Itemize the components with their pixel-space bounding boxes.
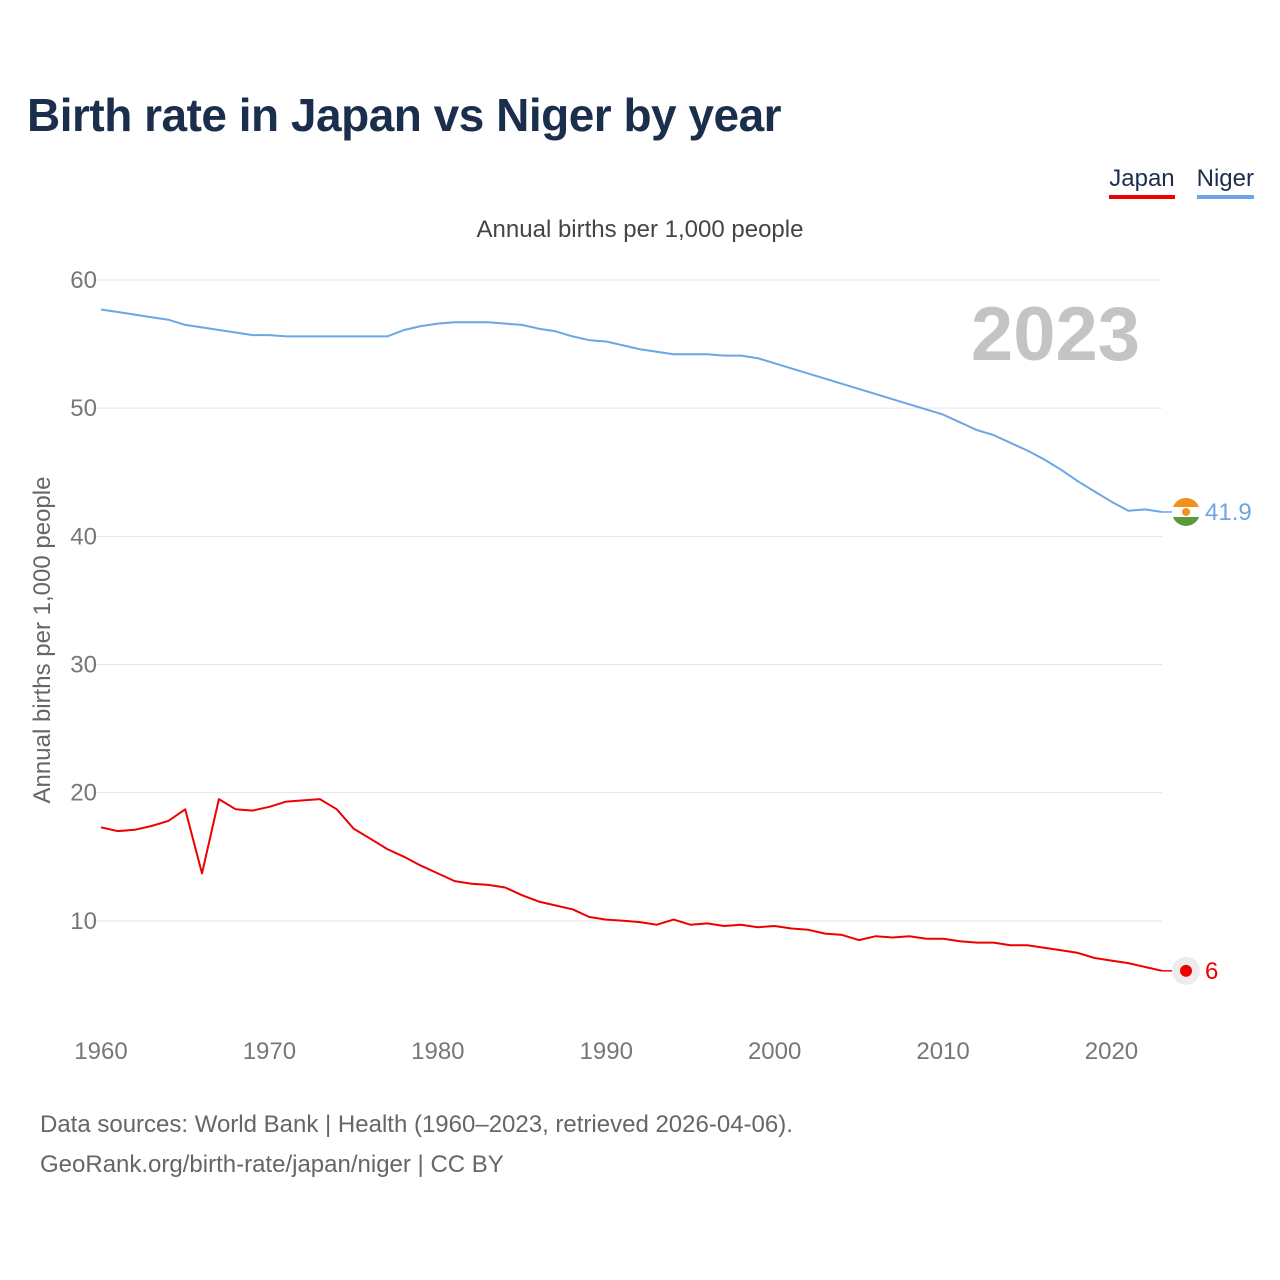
x-tick-label-2010: 2010 [916, 1038, 969, 1065]
footer: Data sources: World Bank | Health (1960–… [40, 1105, 793, 1185]
y-tick-label-40: 40 [70, 523, 97, 550]
y-tick-label-10: 10 [70, 908, 97, 935]
series-line-niger [100, 308, 1163, 513]
legend-item-niger[interactable]: Niger [1196, 165, 1254, 199]
y-axis-label: Annual births per 1,000 people [29, 477, 56, 804]
page-title: Birth rate in Japan vs Niger by year [27, 89, 782, 141]
end-label-niger: 41.9 [1205, 499, 1252, 526]
x-tick-label-2000: 2000 [748, 1038, 801, 1065]
japan-flag-dot [1180, 964, 1192, 977]
y-tick-label-30: 30 [70, 652, 97, 679]
year-label: 2023 [971, 292, 1140, 377]
y-axis-ticks: 10 20 30 40 50 60 [70, 267, 97, 935]
y-tick-label-20: 20 [70, 780, 97, 807]
x-tick-label-1960: 1960 [74, 1038, 127, 1065]
x-tick-label-1990: 1990 [580, 1038, 633, 1065]
marker-japan: 6 [1172, 956, 1218, 985]
y-tick-label-60: 60 [70, 267, 97, 294]
y-tick-label-50: 50 [70, 395, 97, 422]
chart-subtitle: Annual births per 1,000 people [476, 216, 804, 243]
x-tick-label-2020: 2020 [1085, 1038, 1138, 1065]
series-line-japan [100, 798, 1163, 972]
series-lines [100, 308, 1163, 972]
end-label-japan: 6 [1205, 958, 1218, 985]
x-tick-label-1980: 1980 [411, 1038, 464, 1065]
legend: Japan Niger [1109, 165, 1254, 199]
footer-link[interactable]: GeoRank.org/birth-rate/japan/niger | CC … [40, 1151, 504, 1178]
footer-source: Data sources: World Bank | Health (1960–… [40, 1111, 793, 1138]
end-markers: 641.9 [1162, 497, 1252, 985]
x-tick-label-1970: 1970 [243, 1038, 296, 1065]
x-axis-ticks: 1960 1970 1980 1990 2000 2010 2020 [74, 1038, 1138, 1065]
niger-flag-icon [1172, 497, 1200, 526]
legend-item-japan[interactable]: Japan [1109, 165, 1175, 199]
marker-niger: 41.9 [1172, 497, 1252, 526]
